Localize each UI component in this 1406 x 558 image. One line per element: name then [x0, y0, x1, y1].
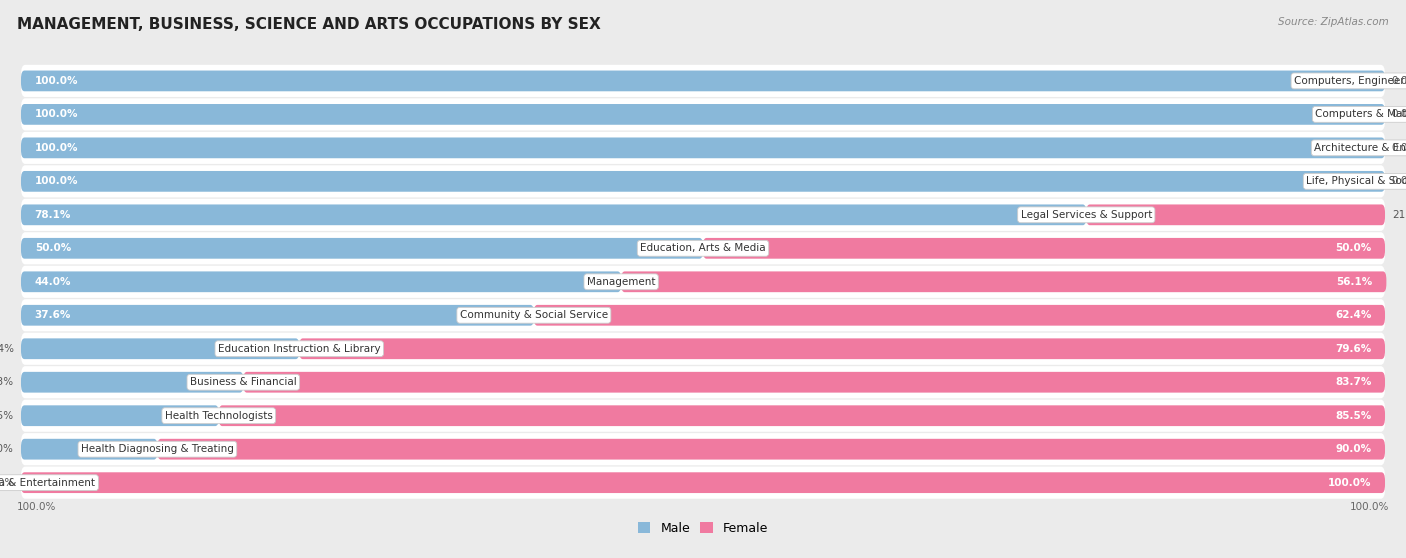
Text: 20.4%: 20.4%	[0, 344, 14, 354]
FancyBboxPatch shape	[21, 299, 1385, 331]
FancyBboxPatch shape	[703, 238, 1385, 259]
Legend: Male, Female: Male, Female	[633, 517, 773, 540]
Text: 90.0%: 90.0%	[1336, 444, 1371, 454]
Text: 85.5%: 85.5%	[1336, 411, 1371, 421]
Text: MANAGEMENT, BUSINESS, SCIENCE AND ARTS OCCUPATIONS BY SEX: MANAGEMENT, BUSINESS, SCIENCE AND ARTS O…	[17, 17, 600, 32]
FancyBboxPatch shape	[21, 70, 1385, 92]
Text: Health Technologists: Health Technologists	[165, 411, 273, 421]
Text: 62.4%: 62.4%	[1334, 310, 1371, 320]
Text: 10.0%: 10.0%	[0, 444, 14, 454]
Text: Health Diagnosing & Treating: Health Diagnosing & Treating	[82, 444, 233, 454]
FancyBboxPatch shape	[299, 338, 1385, 359]
FancyBboxPatch shape	[21, 433, 1385, 465]
Text: 0.0%: 0.0%	[1392, 76, 1406, 86]
FancyBboxPatch shape	[157, 439, 1385, 460]
FancyBboxPatch shape	[21, 98, 1385, 131]
Text: Source: ZipAtlas.com: Source: ZipAtlas.com	[1278, 17, 1389, 27]
Text: 78.1%: 78.1%	[35, 210, 72, 220]
Text: Life, Physical & Social Science: Life, Physical & Social Science	[1306, 176, 1406, 186]
FancyBboxPatch shape	[621, 271, 1386, 292]
Text: 0.0%: 0.0%	[1392, 143, 1406, 153]
Text: 50.0%: 50.0%	[35, 243, 70, 253]
FancyBboxPatch shape	[21, 171, 1385, 192]
Text: Business & Financial: Business & Financial	[190, 377, 297, 387]
Text: 44.0%: 44.0%	[35, 277, 72, 287]
FancyBboxPatch shape	[21, 137, 1385, 158]
FancyBboxPatch shape	[1087, 204, 1385, 225]
Text: Community & Social Service: Community & Social Service	[460, 310, 607, 320]
FancyBboxPatch shape	[21, 305, 534, 326]
Text: 100.0%: 100.0%	[1327, 478, 1371, 488]
Text: 37.6%: 37.6%	[35, 310, 72, 320]
Text: 100.0%: 100.0%	[35, 109, 79, 119]
Text: 56.1%: 56.1%	[1336, 277, 1372, 287]
Text: 100.0%: 100.0%	[17, 502, 56, 512]
FancyBboxPatch shape	[243, 372, 1385, 393]
Text: 50.0%: 50.0%	[1336, 243, 1371, 253]
Text: 21.9%: 21.9%	[1392, 210, 1406, 220]
FancyBboxPatch shape	[21, 400, 1385, 432]
FancyBboxPatch shape	[21, 232, 1385, 264]
Text: Education, Arts & Media: Education, Arts & Media	[640, 243, 766, 253]
Text: 100.0%: 100.0%	[35, 143, 79, 153]
FancyBboxPatch shape	[21, 333, 1385, 365]
FancyBboxPatch shape	[21, 165, 1385, 198]
Text: Architecture & Engineering: Architecture & Engineering	[1315, 143, 1406, 153]
Text: 0.0%: 0.0%	[1392, 109, 1406, 119]
FancyBboxPatch shape	[21, 238, 703, 259]
FancyBboxPatch shape	[21, 466, 1385, 499]
FancyBboxPatch shape	[21, 104, 1385, 125]
FancyBboxPatch shape	[21, 132, 1385, 164]
Text: Arts, Media & Entertainment: Arts, Media & Entertainment	[0, 478, 96, 488]
FancyBboxPatch shape	[21, 65, 1385, 97]
FancyBboxPatch shape	[21, 472, 1385, 493]
Text: 100.0%: 100.0%	[1350, 502, 1389, 512]
Text: 0.0%: 0.0%	[1392, 176, 1406, 186]
FancyBboxPatch shape	[534, 305, 1385, 326]
Text: 100.0%: 100.0%	[35, 176, 79, 186]
FancyBboxPatch shape	[21, 204, 1087, 225]
FancyBboxPatch shape	[21, 199, 1385, 231]
Text: 79.6%: 79.6%	[1336, 344, 1371, 354]
FancyBboxPatch shape	[21, 338, 299, 359]
Text: Computers, Engineering & Science: Computers, Engineering & Science	[1294, 76, 1406, 86]
Text: 14.5%: 14.5%	[0, 411, 14, 421]
Text: 16.3%: 16.3%	[0, 377, 14, 387]
FancyBboxPatch shape	[21, 372, 243, 393]
Text: Legal Services & Support: Legal Services & Support	[1021, 210, 1152, 220]
Text: Education Instruction & Library: Education Instruction & Library	[218, 344, 381, 354]
FancyBboxPatch shape	[219, 405, 1385, 426]
FancyBboxPatch shape	[21, 366, 1385, 398]
FancyBboxPatch shape	[21, 271, 621, 292]
FancyBboxPatch shape	[21, 439, 157, 460]
Text: Computers & Mathematics: Computers & Mathematics	[1316, 109, 1406, 119]
Text: Management: Management	[586, 277, 655, 287]
FancyBboxPatch shape	[21, 405, 219, 426]
Text: 0.0%: 0.0%	[0, 478, 14, 488]
Text: 83.7%: 83.7%	[1334, 377, 1371, 387]
FancyBboxPatch shape	[21, 266, 1385, 298]
Text: 100.0%: 100.0%	[35, 76, 79, 86]
